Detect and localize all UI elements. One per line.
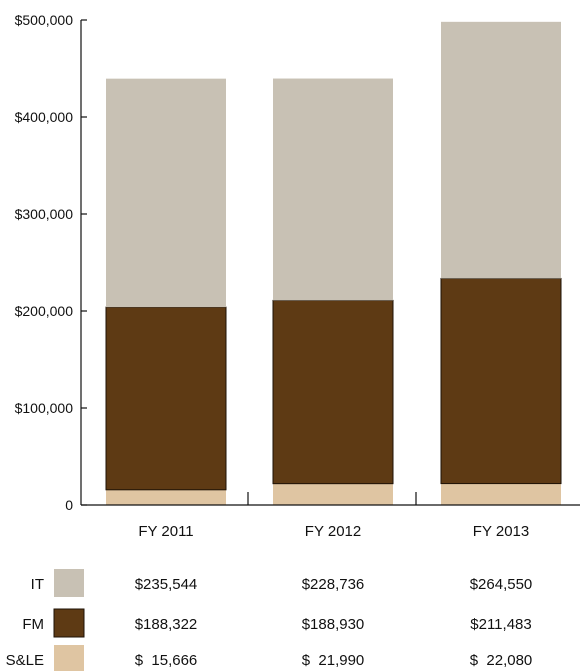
x-category-label: FY 2012 <box>305 523 361 540</box>
table-value-s-le-fy-2012: $ 21,990 <box>302 652 365 669</box>
data-table: IT $235,544 $228,736 $264,550 FM $188,322 $188… <box>6 569 533 671</box>
legend-swatch-it <box>54 569 84 597</box>
bar-s-le-fy-2013 <box>441 483 561 505</box>
bar-it-fy-2012 <box>273 78 393 301</box>
y-tick-label: $400,000 <box>15 109 74 125</box>
legend-swatch-s-le <box>54 645 84 671</box>
y-tick-label: $500,000 <box>15 12 74 28</box>
table-value-fm-fy-2013: $211,483 <box>470 616 531 633</box>
bar-it-fy-2011 <box>106 78 226 308</box>
table-value-it-fy-2013: $264,550 <box>470 576 533 593</box>
table-value-s-le-fy-2013: $ 22,080 <box>470 652 533 669</box>
y-tick-label: $200,000 <box>15 303 74 319</box>
table-value-fm-fy-2011: $188,322 <box>135 616 198 633</box>
legend-label-fm: FM <box>22 616 44 633</box>
legend-label-it: IT <box>31 576 44 593</box>
bar-it-fy-2013 <box>441 21 561 279</box>
x-category-label: FY 2013 <box>473 523 529 540</box>
y-tick-label: 0 <box>65 497 73 513</box>
bar-s-le-fy-2012 <box>273 483 393 505</box>
bar-fm-fy-2012 <box>272 299 394 485</box>
x-category-label: FY 2011 <box>138 523 193 540</box>
table-value-it-fy-2012: $228,736 <box>302 576 365 593</box>
legend-label-s-le: S&LE <box>6 652 44 669</box>
y-axis: 0 $100,000 $200,000 $300,000 $400,000 $500,00… <box>15 12 87 513</box>
bar-s-le-fy-2011 <box>106 489 226 505</box>
table-value-it-fy-2011: $235,544 <box>135 576 198 593</box>
table-value-fm-fy-2012: $188,930 <box>302 616 365 633</box>
bars <box>105 21 562 505</box>
y-tick-label: $300,000 <box>15 206 74 222</box>
bar-fm-fy-2011 <box>105 306 227 491</box>
legend-swatch-fm <box>53 608 85 638</box>
table-value-s-le-fy-2011: $ 15,666 <box>135 652 198 669</box>
x-axis: FY 2011 FY 2012 FY 2013 <box>81 492 580 540</box>
bar-fm-fy-2013 <box>440 277 562 485</box>
y-tick-label: $100,000 <box>15 400 74 416</box>
